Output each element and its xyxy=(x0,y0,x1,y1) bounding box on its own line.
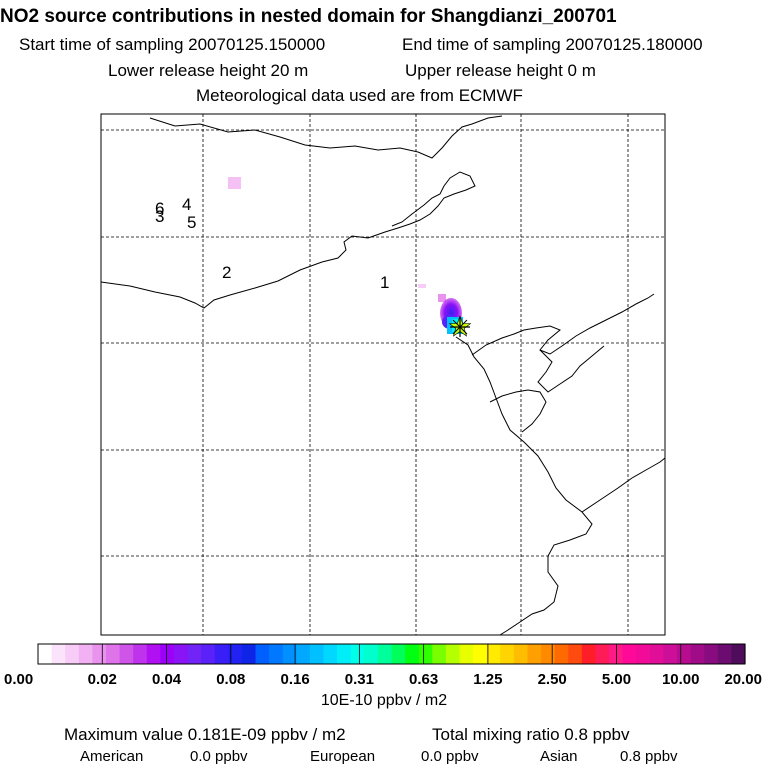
colorbar-swatch xyxy=(201,644,216,664)
start-time-text: Start time of sampling 20070125.150000 xyxy=(19,35,326,54)
colorbar-tick-label: 0.31 xyxy=(345,671,374,688)
colorbar-swatch xyxy=(309,644,325,664)
site-label-3: 3 xyxy=(155,207,164,226)
american-label: American xyxy=(80,748,144,765)
map-frame xyxy=(100,113,666,636)
colorbar-swatch xyxy=(704,644,719,664)
colorbar-swatch xyxy=(649,644,665,664)
colorbar-swatch xyxy=(405,644,420,664)
colorbar-frame xyxy=(37,643,746,665)
colorbar-tick-label: 0.02 xyxy=(88,671,117,688)
colorbar-swatch xyxy=(38,644,53,664)
american-value: 0.0 ppbv xyxy=(190,748,248,765)
site-label-1: 1 xyxy=(380,273,389,292)
site-label-4: 4 xyxy=(182,195,191,214)
colorbar-swatch xyxy=(119,644,134,664)
colorbar-swatch xyxy=(269,644,284,664)
colorbar-swatch xyxy=(241,644,257,664)
colorbar-swatch xyxy=(500,644,515,664)
end-time-text: End time of sampling 20070125.180000 xyxy=(402,35,703,54)
colorbar-swatch xyxy=(296,644,311,664)
colorbar-swatch xyxy=(228,644,243,664)
asian-value: 0.8 ppbv xyxy=(620,748,678,765)
colorbar-tick-label: 2.50 xyxy=(538,671,567,688)
colorbar-swatch xyxy=(581,644,597,664)
colorbar-tick-label: 0.16 xyxy=(280,671,309,688)
colorbar-swatch xyxy=(105,644,121,664)
colorbar-swatch xyxy=(717,644,733,664)
colorbar-swatch xyxy=(160,644,175,664)
colorbar-swatch xyxy=(636,644,651,664)
colorbar-swatch xyxy=(513,644,529,664)
colorbar-swatch xyxy=(473,644,488,664)
colorbar-tick-label: 1.25 xyxy=(473,671,502,688)
colorbar-tick-label: 0.08 xyxy=(216,671,245,688)
max-value-text: Maximum value 0.181E-09 ppbv / m2 xyxy=(64,725,346,744)
colorbar-swatch xyxy=(663,644,678,664)
colorbar-swatch xyxy=(51,644,66,664)
colorbar-swatch xyxy=(78,644,93,664)
total-mixing-text: Total mixing ratio 0.8 ppbv xyxy=(432,725,630,744)
site-label-5: 5 xyxy=(187,213,196,232)
lower-release-text: Lower release height 20 m xyxy=(108,61,309,80)
colorbar-swatch xyxy=(731,644,746,664)
map-panel: 1 2 3 4 5 6 xyxy=(100,113,666,636)
colorbar-swatch xyxy=(364,644,379,664)
colorbar-swatch xyxy=(595,644,610,664)
asian-label: Asian xyxy=(540,748,578,765)
colorbar xyxy=(37,643,746,665)
colorbar-units: 10E-10 ppbv / m2 xyxy=(320,692,448,709)
european-value: 0.0 ppbv xyxy=(421,748,479,765)
star-marker-icon xyxy=(448,315,472,337)
site-labels: 1 2 3 4 5 6 xyxy=(155,195,389,292)
colorbar-swatch xyxy=(541,644,556,664)
colorbar-swatch xyxy=(92,644,107,664)
upper-release-text: Upper release height 0 m xyxy=(405,61,596,80)
colorbar-swatch xyxy=(214,644,229,664)
colorbar-swatch xyxy=(377,644,393,664)
colorbar-swatch xyxy=(146,644,161,664)
colorbar-swatch xyxy=(677,644,692,664)
colorbar-swatch xyxy=(432,644,447,664)
colorbar-tick-label: 20.00 xyxy=(724,671,762,688)
colorbar-swatch xyxy=(323,644,338,664)
lat-lon-grid xyxy=(101,114,665,635)
colorbar-swatch xyxy=(133,644,148,664)
colorbar-swatch xyxy=(459,644,474,664)
colorbar-swatch xyxy=(173,644,189,664)
site-label-2: 2 xyxy=(222,263,231,282)
colorbar-swatch xyxy=(486,644,501,664)
colorbar-swatch xyxy=(527,644,542,664)
colorbar-tick-label: 0.04 xyxy=(152,671,182,688)
colorbar-swatch xyxy=(690,644,705,664)
colorbar-tick-label: 0.63 xyxy=(409,671,438,688)
colorbar-swatch xyxy=(337,644,352,664)
colorbar-swatch xyxy=(187,644,202,664)
coastline-borders xyxy=(100,115,666,636)
colorbar-swatch xyxy=(568,644,583,664)
colorbar-swatch xyxy=(282,644,297,664)
colorbar-tick-label: 0.00 xyxy=(4,671,33,688)
met-data-text: Meteorological data used are from ECMWF xyxy=(196,86,523,105)
plot-title: NO2 source contributions in nested domai… xyxy=(0,6,617,27)
colorbar-swatch xyxy=(418,644,433,664)
site-label-6: 6 xyxy=(155,199,164,218)
colorbar-tick-label: 10.00 xyxy=(662,671,700,688)
colorbar-swatch xyxy=(350,644,365,664)
colorbar-swatch xyxy=(65,644,80,664)
european-label: European xyxy=(310,748,376,765)
colorbar-swatch xyxy=(554,644,569,664)
colorbar-swatch xyxy=(255,644,270,664)
colorbar-swatch xyxy=(622,644,637,664)
colorbar-swatch xyxy=(445,644,461,664)
colorbar-swatch xyxy=(391,644,406,664)
colorbar-tick-label: 5.00 xyxy=(602,671,631,688)
colorbar-tick-labels: 0.00 0.02 0.04 0.08 0.16 0.31 0.63 1.25 2.50 5.00… xyxy=(4,671,762,688)
